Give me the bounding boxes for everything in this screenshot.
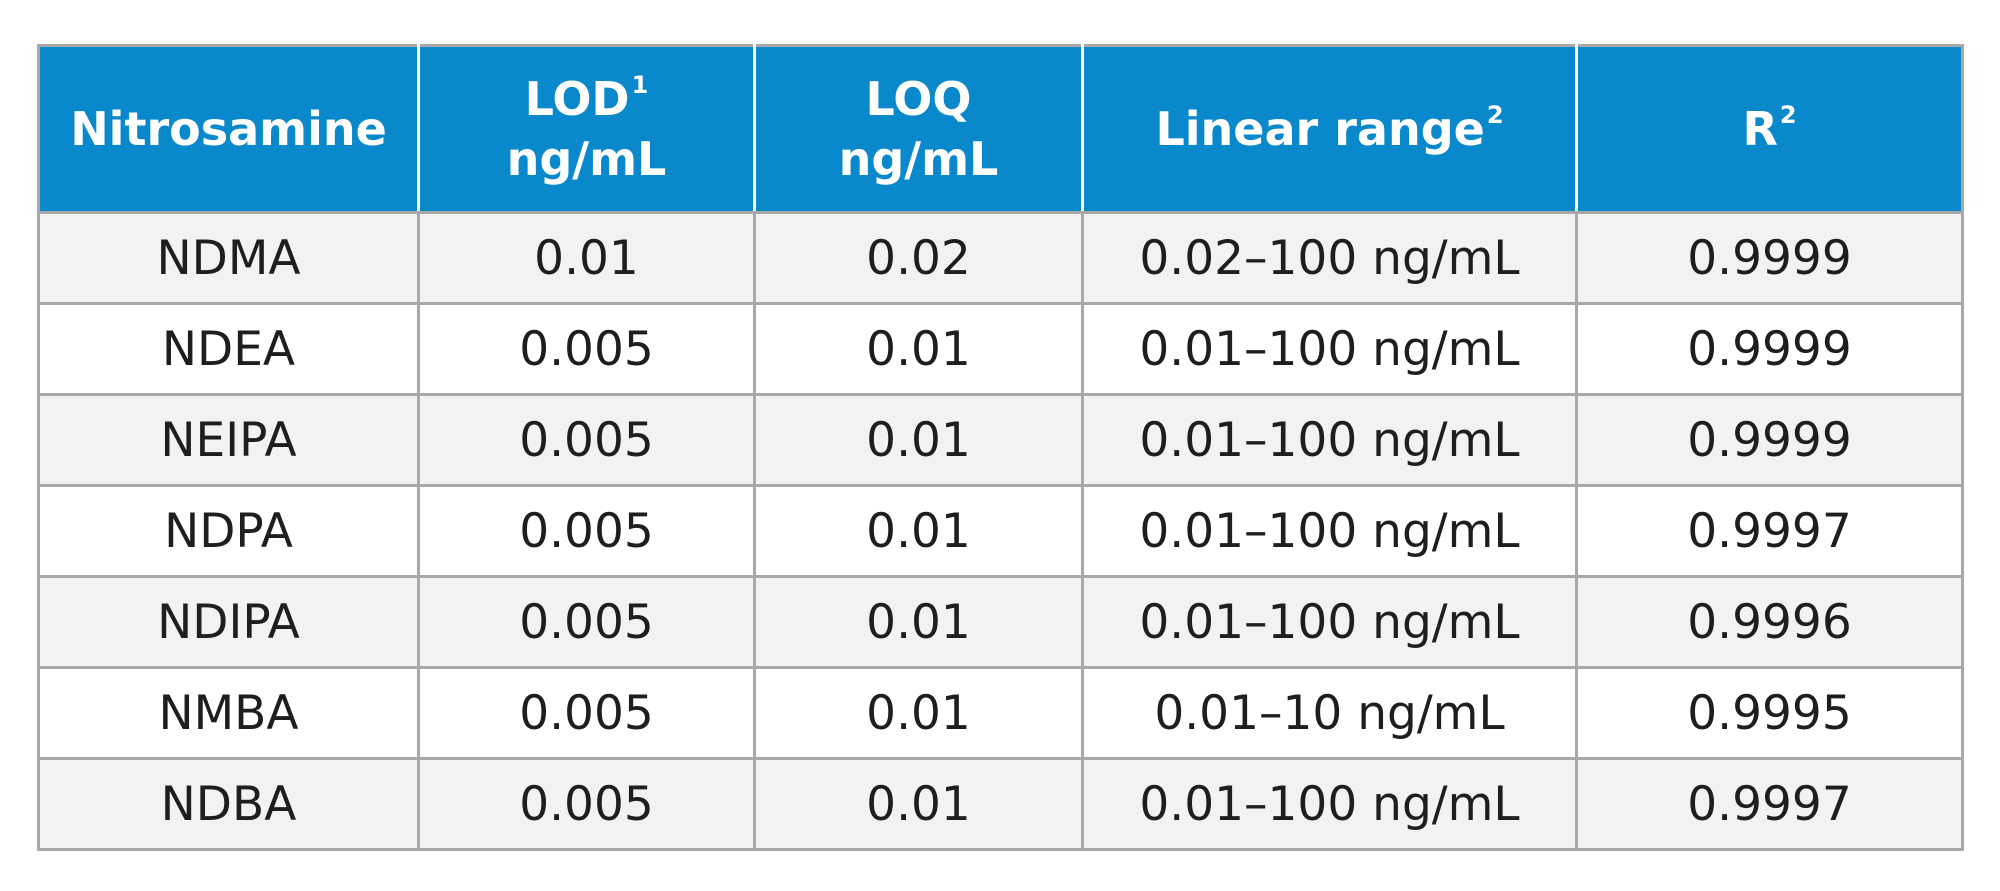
cell-linear-range: 0.01–100 ng/mL — [1081, 302, 1578, 396]
cell-linear-range: 0.01–100 ng/mL — [1081, 484, 1578, 578]
cell-loq: 0.02 — [753, 211, 1084, 305]
cell-r-squared: 0.9995 — [1575, 666, 1964, 760]
header-unit: ng/mL — [838, 132, 999, 186]
cell-r-squared: 0.9996 — [1575, 575, 1964, 669]
header-unit: ng/mL — [506, 132, 667, 186]
header-label: LOD — [524, 72, 630, 126]
header-label-line: R2 — [1578, 99, 1961, 159]
cell-nitrosamine: NDEA — [37, 302, 420, 396]
table-body: NDMA 0.01 0.02 0.02–100 ng/mL 0.9999 NDE… — [37, 211, 1964, 851]
header-label-line: Linear range2 — [1084, 99, 1575, 159]
header-nitrosamine: Nitrosamine — [37, 44, 420, 214]
results-table: Nitrosamine LOD1 ng/mL LOQ ng/mL Linear … — [37, 44, 1964, 851]
header-label: LOQ — [865, 72, 972, 126]
cell-loq: 0.01 — [753, 484, 1084, 578]
table-row: NDIPA 0.005 0.01 0.01–100 ng/mL 0.9996 — [37, 575, 1964, 669]
cell-loq: 0.01 — [753, 302, 1084, 396]
header-r-squared: R2 — [1575, 44, 1964, 214]
cell-nitrosamine: NMBA — [37, 666, 420, 760]
cell-r-squared: 0.9999 — [1575, 393, 1964, 487]
table-row: NDBA 0.005 0.01 0.01–100 ng/mL 0.9997 — [37, 757, 1964, 851]
table-row: NDPA 0.005 0.01 0.01–100 ng/mL 0.9997 — [37, 484, 1964, 578]
cell-nitrosamine: NDIPA — [37, 575, 420, 669]
header-label: R — [1742, 102, 1778, 156]
footnote-marker: 2 — [1486, 100, 1504, 129]
table-row: NDEA 0.005 0.01 0.01–100 ng/mL 0.9999 — [37, 302, 1964, 396]
header-loq: LOQ ng/mL — [753, 44, 1084, 214]
header-linear-range: Linear range2 — [1081, 44, 1578, 214]
cell-nitrosamine: NDPA — [37, 484, 420, 578]
header-lod: LOD1 ng/mL — [417, 44, 756, 214]
cell-loq: 0.01 — [753, 575, 1084, 669]
cell-r-squared: 0.9997 — [1575, 484, 1964, 578]
header-label: Linear range — [1155, 102, 1485, 156]
cell-linear-range: 0.01–100 ng/mL — [1081, 757, 1578, 851]
table-row: NEIPA 0.005 0.01 0.01–100 ng/mL 0.9999 — [37, 393, 1964, 487]
cell-lod: 0.005 — [417, 302, 756, 396]
cell-loq: 0.01 — [753, 393, 1084, 487]
cell-lod: 0.01 — [417, 211, 756, 305]
superscript-exponent: 2 — [1779, 100, 1797, 129]
cell-lod: 0.005 — [417, 757, 756, 851]
cell-lod: 0.005 — [417, 575, 756, 669]
cell-nitrosamine: NEIPA — [37, 393, 420, 487]
cell-r-squared: 0.9999 — [1575, 211, 1964, 305]
cell-loq: 0.01 — [753, 757, 1084, 851]
cell-linear-range: 0.01–100 ng/mL — [1081, 575, 1578, 669]
cell-linear-range: 0.01–100 ng/mL — [1081, 393, 1578, 487]
cell-nitrosamine: NDMA — [37, 211, 420, 305]
cell-linear-range: 0.01–10 ng/mL — [1081, 666, 1578, 760]
table-row: NDMA 0.01 0.02 0.02–100 ng/mL 0.9999 — [37, 211, 1964, 305]
header-label: Nitrosamine — [70, 102, 387, 156]
cell-linear-range: 0.02–100 ng/mL — [1081, 211, 1578, 305]
cell-loq: 0.01 — [753, 666, 1084, 760]
table-header: Nitrosamine LOD1 ng/mL LOQ ng/mL Linear … — [37, 44, 1964, 214]
cell-lod: 0.005 — [417, 666, 756, 760]
header-label-line: LOD1 — [420, 69, 753, 129]
cell-r-squared: 0.9999 — [1575, 302, 1964, 396]
header-row: Nitrosamine LOD1 ng/mL LOQ ng/mL Linear … — [37, 44, 1964, 214]
cell-lod: 0.005 — [417, 393, 756, 487]
cell-r-squared: 0.9997 — [1575, 757, 1964, 851]
cell-lod: 0.005 — [417, 484, 756, 578]
cell-nitrosamine: NDBA — [37, 757, 420, 851]
footnote-marker: 1 — [631, 70, 649, 99]
table-row: NMBA 0.005 0.01 0.01–10 ng/mL 0.9995 — [37, 666, 1964, 760]
